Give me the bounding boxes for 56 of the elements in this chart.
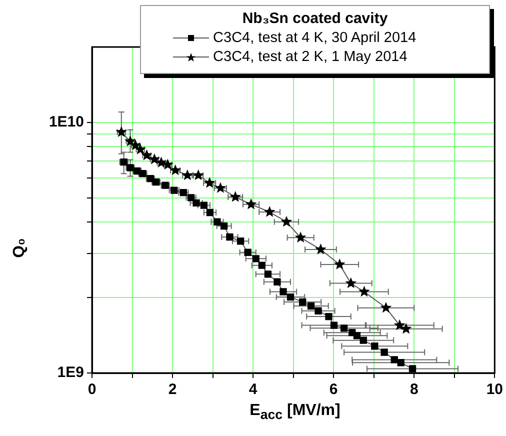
x-tick-label: 8 [410, 381, 418, 398]
point [192, 199, 200, 207]
point [264, 206, 276, 217]
y-tick-label: 1E10 [48, 114, 84, 131]
point [358, 286, 370, 297]
legend-label: C3C4, test at 2 K, 1 May 2014 [213, 49, 408, 65]
point [206, 208, 214, 216]
legend-label: C3C4, test at 4 K, 30 April 2014 [213, 30, 416, 46]
point [294, 232, 306, 242]
point [371, 342, 378, 350]
point [182, 169, 194, 180]
point [280, 216, 292, 227]
x-tick-label: 2 [168, 381, 177, 398]
y-tick-label: 1E9 [57, 364, 84, 382]
point [116, 126, 128, 137]
point [360, 336, 367, 344]
x-tick-label: 6 [329, 381, 338, 398]
point [130, 139, 142, 150]
point [334, 258, 346, 270]
x-tick-label: 4 [248, 381, 258, 398]
point [394, 319, 406, 330]
point [397, 359, 404, 366]
point [380, 302, 392, 313]
legend-title: Nb₃Sn coated cavity [241, 10, 389, 27]
point [237, 238, 244, 245]
x-tick-label: 0 [88, 381, 96, 398]
point [230, 190, 242, 202]
point [299, 298, 306, 306]
point [286, 293, 294, 301]
point [380, 348, 388, 356]
point [330, 322, 338, 329]
y-axis-title: Q₀ [11, 238, 29, 258]
point [252, 255, 260, 262]
point [307, 302, 315, 310]
point [220, 222, 228, 230]
point [325, 312, 332, 320]
point [314, 307, 322, 314]
x-tick-label: 10 [486, 381, 503, 398]
point [226, 233, 234, 241]
point [408, 365, 416, 372]
point [134, 143, 146, 154]
point [264, 270, 272, 278]
point [345, 277, 357, 288]
point [340, 324, 348, 332]
point [192, 169, 204, 180]
point [258, 262, 266, 269]
point [390, 356, 398, 364]
x-axis-title: E$_{acc}$ [MV/m] [250, 402, 340, 422]
point [280, 288, 287, 296]
point [315, 244, 326, 254]
point [353, 332, 361, 340]
point [274, 278, 281, 286]
point [200, 202, 208, 209]
point [244, 248, 252, 256]
point [214, 218, 221, 226]
point [245, 198, 257, 210]
